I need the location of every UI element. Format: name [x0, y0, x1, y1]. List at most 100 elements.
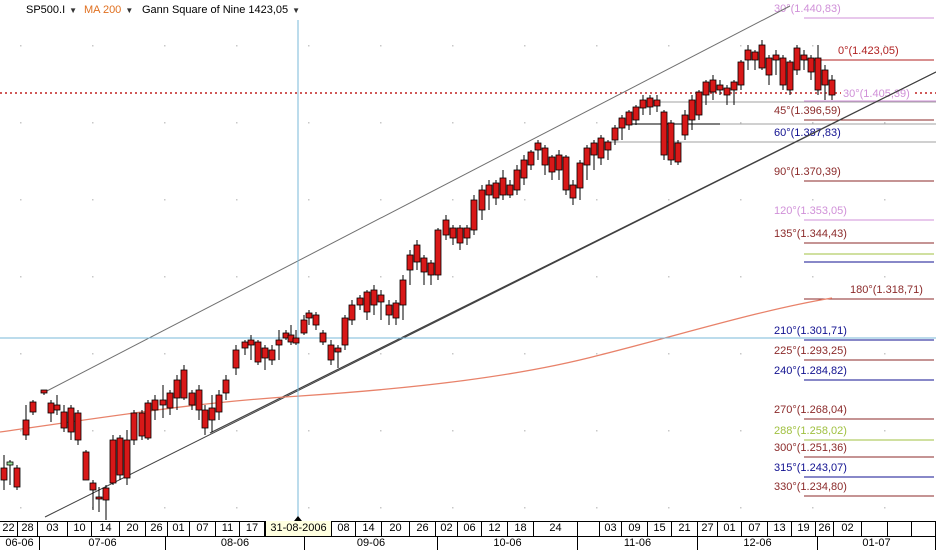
candle-body — [513, 169, 521, 191]
grid-dot — [308, 430, 310, 432]
candle-body — [47, 402, 55, 414]
candle-body — [604, 141, 612, 151]
gann-level-label: 30°(1.405,39) — [843, 88, 910, 100]
grid-dot — [20, 45, 22, 47]
candle-body — [632, 106, 640, 121]
month-tick: 07-06 — [40, 536, 166, 550]
gann-level-label: 60°(1.387,83) — [774, 127, 841, 139]
grid-dot — [524, 122, 526, 124]
candle-body — [674, 142, 682, 163]
grid-dot — [668, 353, 670, 355]
gann-level-label: 45°(1.396,59) — [774, 105, 841, 117]
candle-body — [583, 147, 591, 166]
grid-dot — [452, 276, 454, 278]
candle-body — [348, 304, 356, 321]
symbol-selector[interactable]: SP500.I ▼ — [26, 0, 77, 21]
candle-body — [232, 349, 240, 369]
gann-level-label: 120°(1.353,05) — [774, 205, 847, 217]
candle-body — [772, 54, 780, 61]
grid-dot — [812, 45, 814, 47]
grid-dot — [380, 507, 382, 509]
grid-dot — [20, 122, 22, 124]
grid-dot — [740, 507, 742, 509]
gann-level-label: 30°(1.440,83) — [774, 3, 841, 15]
day-tick — [912, 521, 936, 536]
grid-dot — [380, 276, 382, 278]
candle-body — [159, 399, 167, 406]
month-tick: 11-06 — [578, 536, 698, 550]
candle-body — [420, 257, 428, 273]
candle-body — [492, 182, 500, 199]
gann-level-label: 240°(1.284,82) — [774, 365, 847, 377]
day-tick: 14 — [356, 521, 382, 536]
dropdown-arrow-icon: ▼ — [125, 6, 134, 15]
axis-divider — [0, 536, 936, 537]
grid-dot — [308, 507, 310, 509]
day-tick: 03 — [38, 521, 68, 536]
candle-body — [241, 341, 249, 349]
grid-dot — [452, 430, 454, 432]
day-tick: 02 — [436, 521, 458, 536]
candle-body — [470, 199, 478, 231]
candle-body — [590, 142, 598, 156]
overlay-selector[interactable]: Gann Square of Nine 1423,05 ▼ — [142, 0, 300, 21]
candle-body — [730, 81, 738, 91]
candle-body — [261, 347, 269, 359]
gann-level-label: 270°(1.268,04) — [774, 404, 847, 416]
grid-dot — [20, 507, 22, 509]
candle-body — [413, 244, 421, 263]
grid-dot — [164, 353, 166, 355]
price-chart[interactable]: 30°(1.440,83) 0°(1.423,05) 30°(1.405,39)45… — [0, 0, 936, 521]
channel-lower-line — [209, 71, 936, 434]
candle-body — [442, 219, 450, 236]
candle-body — [828, 79, 836, 96]
grid-dot — [596, 45, 598, 47]
grid-dot — [380, 122, 382, 124]
grid-dot — [380, 199, 382, 201]
grid-dot — [524, 353, 526, 355]
grid-dot — [812, 122, 814, 124]
grid-dot — [380, 45, 382, 47]
grid-dot — [20, 430, 22, 432]
grid-dot — [740, 276, 742, 278]
grid-dot — [164, 199, 166, 201]
month-tick: 12-06 — [698, 536, 818, 550]
time-axis[interactable]: 22 28 03 10 14 20 26 01 07 11 17 31-08-2006 08 14 20 26… — [0, 521, 936, 550]
grid-dot — [380, 353, 382, 355]
grid-dot — [884, 353, 886, 355]
grid-dot — [20, 199, 22, 201]
grid-dot — [740, 353, 742, 355]
candle-body — [173, 379, 181, 399]
candle-body — [275, 339, 283, 346]
indicator-selector[interactable]: MA 200 ▼ — [84, 0, 133, 21]
candle-body — [268, 349, 276, 361]
candle-body — [793, 47, 801, 71]
candle-body — [74, 412, 82, 441]
candle-body — [392, 302, 400, 319]
candle-body — [576, 162, 584, 189]
grid-dot — [236, 507, 238, 509]
grid-dot — [236, 430, 238, 432]
grid-dot — [740, 45, 742, 47]
grid-dot — [236, 199, 238, 201]
grid-dot — [596, 507, 598, 509]
candle-body — [188, 392, 196, 406]
grid-dot — [884, 199, 886, 201]
day-tick: 20 — [382, 521, 410, 536]
grid-dot — [668, 507, 670, 509]
grid-dot — [20, 353, 22, 355]
grid-dot — [92, 122, 94, 124]
candle-body — [22, 419, 30, 436]
grid-dot — [236, 122, 238, 124]
candle-body — [144, 402, 152, 439]
candle-body — [95, 496, 103, 500]
candle-body — [639, 99, 647, 109]
day-tick: 18 — [508, 521, 534, 536]
gann-level-label: 315°(1.243,07) — [774, 462, 847, 474]
day-tick: 06 — [458, 521, 482, 536]
candle-body — [434, 229, 442, 276]
candle-body — [751, 51, 759, 61]
candle-body — [709, 79, 717, 93]
gann-level-label: 0°(1.423,05) — [838, 45, 899, 57]
chart-legend: SP500.I ▼ MA 200 ▼ Gann Square of Nine 142… — [0, 0, 936, 20]
